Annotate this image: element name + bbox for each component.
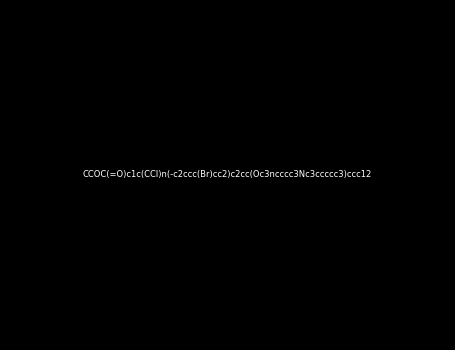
Text: CCOC(=O)c1c(CCl)n(-c2ccc(Br)cc2)c2cc(Oc3ncccc3Nc3ccccc3)ccc12: CCOC(=O)c1c(CCl)n(-c2ccc(Br)cc2)c2cc(Oc3… [83,170,372,180]
